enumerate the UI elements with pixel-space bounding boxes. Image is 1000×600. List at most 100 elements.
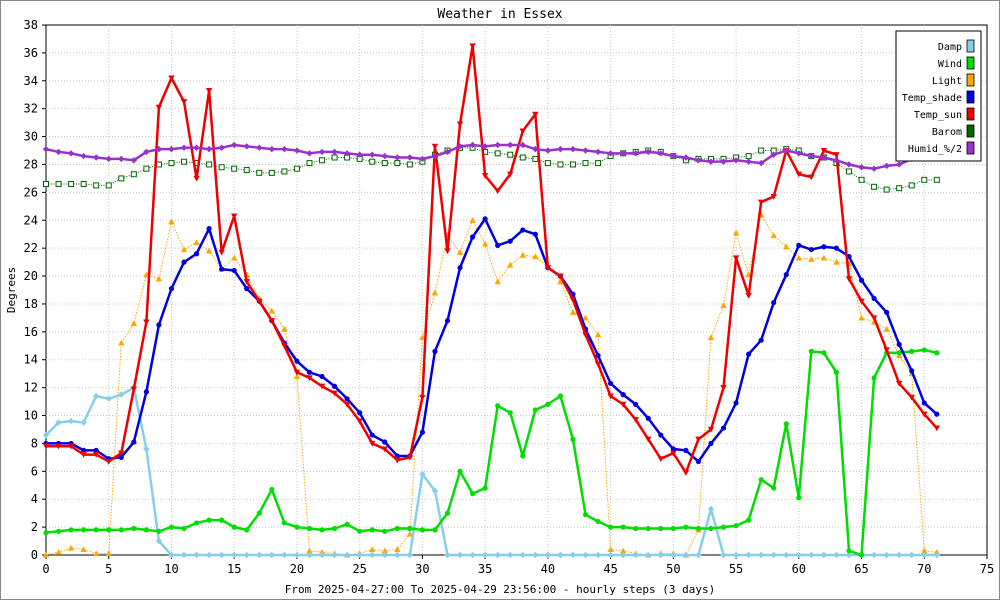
data-point-temp-shade [595, 352, 601, 359]
data-point-barom [68, 181, 75, 187]
data-point-light [431, 289, 439, 296]
data-point-damp [532, 551, 539, 559]
data-point-temp-shade [419, 429, 425, 435]
data-point-light [594, 331, 602, 338]
data-point-humid-2 [657, 150, 664, 157]
data-point-light [921, 547, 928, 554]
data-point-temp-sun [419, 394, 426, 401]
data-point-wind [306, 525, 313, 532]
data-point-damp [444, 551, 451, 559]
data-point-humid-2 [883, 162, 890, 170]
data-point-temp-sun [770, 193, 777, 200]
data-point-damp [256, 551, 263, 559]
data-point-light [281, 325, 288, 332]
x-tick-label: 5 [105, 562, 112, 576]
data-point-temp-sun [406, 454, 414, 461]
data-point-temp-sun [707, 426, 715, 433]
y-tick-label: 26 [24, 185, 38, 199]
y-tick-label: 6 [31, 464, 38, 478]
data-point-light [67, 544, 75, 551]
data-point-damp [42, 431, 50, 439]
data-point-barom [494, 150, 501, 157]
data-point-damp [933, 551, 941, 559]
legend-swatch [966, 141, 975, 155]
x-tick-label: 20 [290, 562, 304, 576]
data-point-temp-shade [808, 246, 814, 253]
x-tick-label: 65 [854, 562, 868, 576]
data-point-wind [244, 527, 250, 533]
data-point-temp-sun [833, 152, 840, 158]
data-point-damp [519, 551, 526, 559]
data-point-light [481, 240, 489, 247]
data-point-humid-2 [858, 164, 865, 171]
data-point-barom [369, 158, 376, 165]
data-point-light [118, 339, 125, 346]
data-point-humid-2 [607, 150, 614, 157]
data-point-wind [156, 528, 162, 534]
data-point-wind [670, 525, 676, 532]
data-point-damp [205, 551, 213, 559]
x-tick-label: 60 [792, 562, 806, 576]
data-point-barom [507, 151, 514, 158]
data-point-light [369, 546, 376, 552]
data-point-wind [783, 421, 789, 427]
data-point-damp [168, 551, 175, 559]
data-point-light [519, 251, 526, 258]
data-point-damp [118, 391, 125, 398]
data-point-temp-shade [884, 309, 890, 315]
x-tick-label: 75 [980, 562, 994, 576]
data-point-barom [155, 161, 162, 168]
data-point-damp [607, 551, 614, 559]
data-point-humid-2 [632, 150, 639, 157]
data-point-wind [294, 524, 300, 530]
data-point-wind [143, 527, 149, 533]
legend-swatch [966, 73, 975, 87]
y-tick-label: 4 [31, 492, 38, 506]
data-point-temp-shade [507, 238, 513, 244]
data-point-temp-shade [156, 322, 162, 328]
data-point-barom [569, 161, 576, 168]
data-point-light [168, 218, 175, 225]
data-point-light [80, 546, 87, 552]
data-point-light [42, 551, 50, 558]
data-point-temp-sun [92, 452, 100, 458]
data-point-temp-sun [456, 121, 464, 128]
data-point-humid-2 [343, 150, 351, 157]
data-point-temp-sun [118, 450, 125, 457]
data-point-humid-2 [745, 158, 752, 165]
data-point-damp [732, 551, 740, 559]
data-point-light [306, 547, 313, 554]
data-point-barom [394, 160, 401, 167]
data-point-temp-sun [55, 443, 62, 450]
data-point-damp [619, 551, 627, 559]
data-point-damp [682, 551, 690, 559]
data-point-barom [557, 161, 564, 168]
data-point-barom [181, 158, 188, 165]
data-point-humid-2 [783, 147, 790, 154]
data-point-temp-shade [909, 368, 915, 374]
data-point-wind [382, 528, 388, 534]
data-point-temp-sun [268, 318, 276, 324]
data-point-temp-sun [921, 411, 928, 418]
x-tick-label: 70 [917, 562, 931, 576]
data-point-light [456, 249, 464, 255]
data-point-damp [594, 551, 602, 559]
data-point-damp [707, 505, 715, 513]
data-point-light [808, 256, 815, 262]
x-tick-label: 0 [42, 562, 49, 576]
data-point-damp [318, 551, 326, 559]
data-point-temp-shade [394, 453, 400, 459]
y-tick-label: 16 [24, 325, 38, 339]
data-point-wind [507, 410, 513, 416]
data-point-light [419, 334, 426, 340]
data-point-temp-shade [495, 242, 501, 248]
data-point-humid-2 [507, 141, 514, 149]
data-point-humid-2 [770, 151, 777, 158]
data-point-damp [369, 551, 376, 559]
data-point-light [707, 334, 715, 340]
data-point-temp-shade [783, 272, 789, 278]
data-point-humid-2 [293, 147, 301, 154]
data-point-humid-2 [318, 148, 326, 156]
data-point-damp [544, 551, 552, 559]
data-point-temp-sun [757, 199, 765, 206]
